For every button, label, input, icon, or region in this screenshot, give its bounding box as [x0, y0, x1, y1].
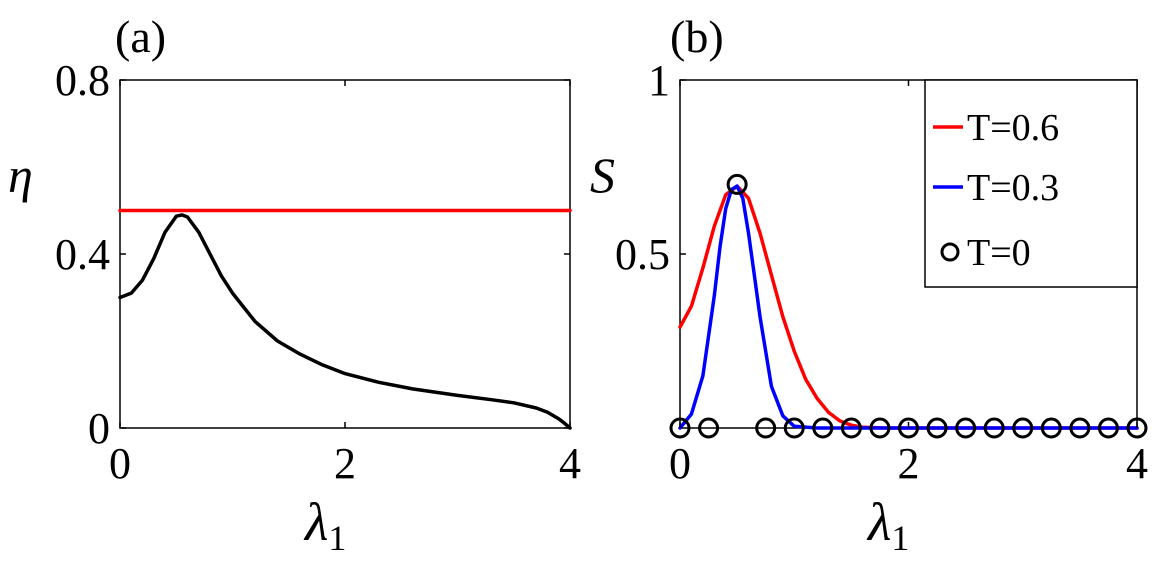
marker-point	[1012, 417, 1034, 439]
panel-b-series	[669, 173, 1148, 439]
panel-a-label: (a)	[115, 11, 166, 62]
panel-b-xlabel: λ1	[866, 492, 909, 558]
panel-a-series	[118, 208, 572, 430]
marker-point	[812, 417, 834, 439]
panel-a-ticks: 0 2 4 0 0.4 0.8	[55, 56, 581, 488]
y-tick-label: 0.4	[55, 230, 110, 279]
panel-b-ticks: 0 2 4 0.5 1	[615, 56, 1148, 488]
y-tick-label: 0	[88, 404, 110, 453]
marker-point	[898, 417, 919, 439]
marker-point	[1040, 417, 1062, 439]
marker-point	[669, 417, 691, 439]
marker-point	[783, 417, 805, 439]
series-line-1	[118, 213, 572, 430]
x-tick-label: 2	[898, 439, 920, 488]
x-tick-label: 0	[109, 439, 131, 488]
marker-point	[840, 417, 862, 439]
panel-a: (a) η 0 2 4 0 0.4 0.8 λ1	[8, 11, 581, 558]
marker-point	[698, 417, 720, 439]
panel-b-ylabel: S	[590, 147, 615, 203]
marker-point	[726, 173, 748, 195]
y-tick-label: 0.5	[615, 230, 670, 279]
legend-box	[924, 79, 1138, 288]
marker-point	[926, 417, 948, 439]
x-tick-label: 2	[334, 439, 356, 488]
panel-b-legend: T=0.6 T=0.3 T=0	[924, 79, 1138, 288]
x-tick-label: 0	[669, 439, 691, 488]
y-tick-label: 1	[648, 56, 670, 105]
x-tick-label: 4	[559, 439, 581, 488]
legend-label-t0: T=0	[967, 232, 1031, 274]
marker-point	[755, 417, 777, 439]
marker-point	[1097, 417, 1119, 439]
y-tick-label: 0.8	[55, 56, 110, 105]
panel-a-xlabel: λ1	[303, 492, 346, 558]
panel-a-axes-box	[119, 79, 571, 429]
panel-a-ylabel: η	[8, 147, 33, 203]
marker-point	[955, 417, 977, 439]
panel-b: (b) S 0 2 4 0.5 1 T=0.6 T=0.3 T=0 λ1	[590, 11, 1148, 558]
marker-point	[869, 417, 891, 439]
marker-point	[983, 417, 1005, 439]
legend-label-t03: T=0.3	[967, 167, 1059, 209]
panel-b-label: (b)	[670, 11, 724, 62]
marker-point	[1069, 417, 1091, 439]
x-tick-label: 4	[1126, 439, 1148, 488]
marker-point	[1126, 417, 1148, 439]
series-line-T03	[678, 184, 1139, 430]
legend-marker-t0	[940, 242, 960, 262]
legend-label-t06: T=0.6	[967, 107, 1059, 149]
